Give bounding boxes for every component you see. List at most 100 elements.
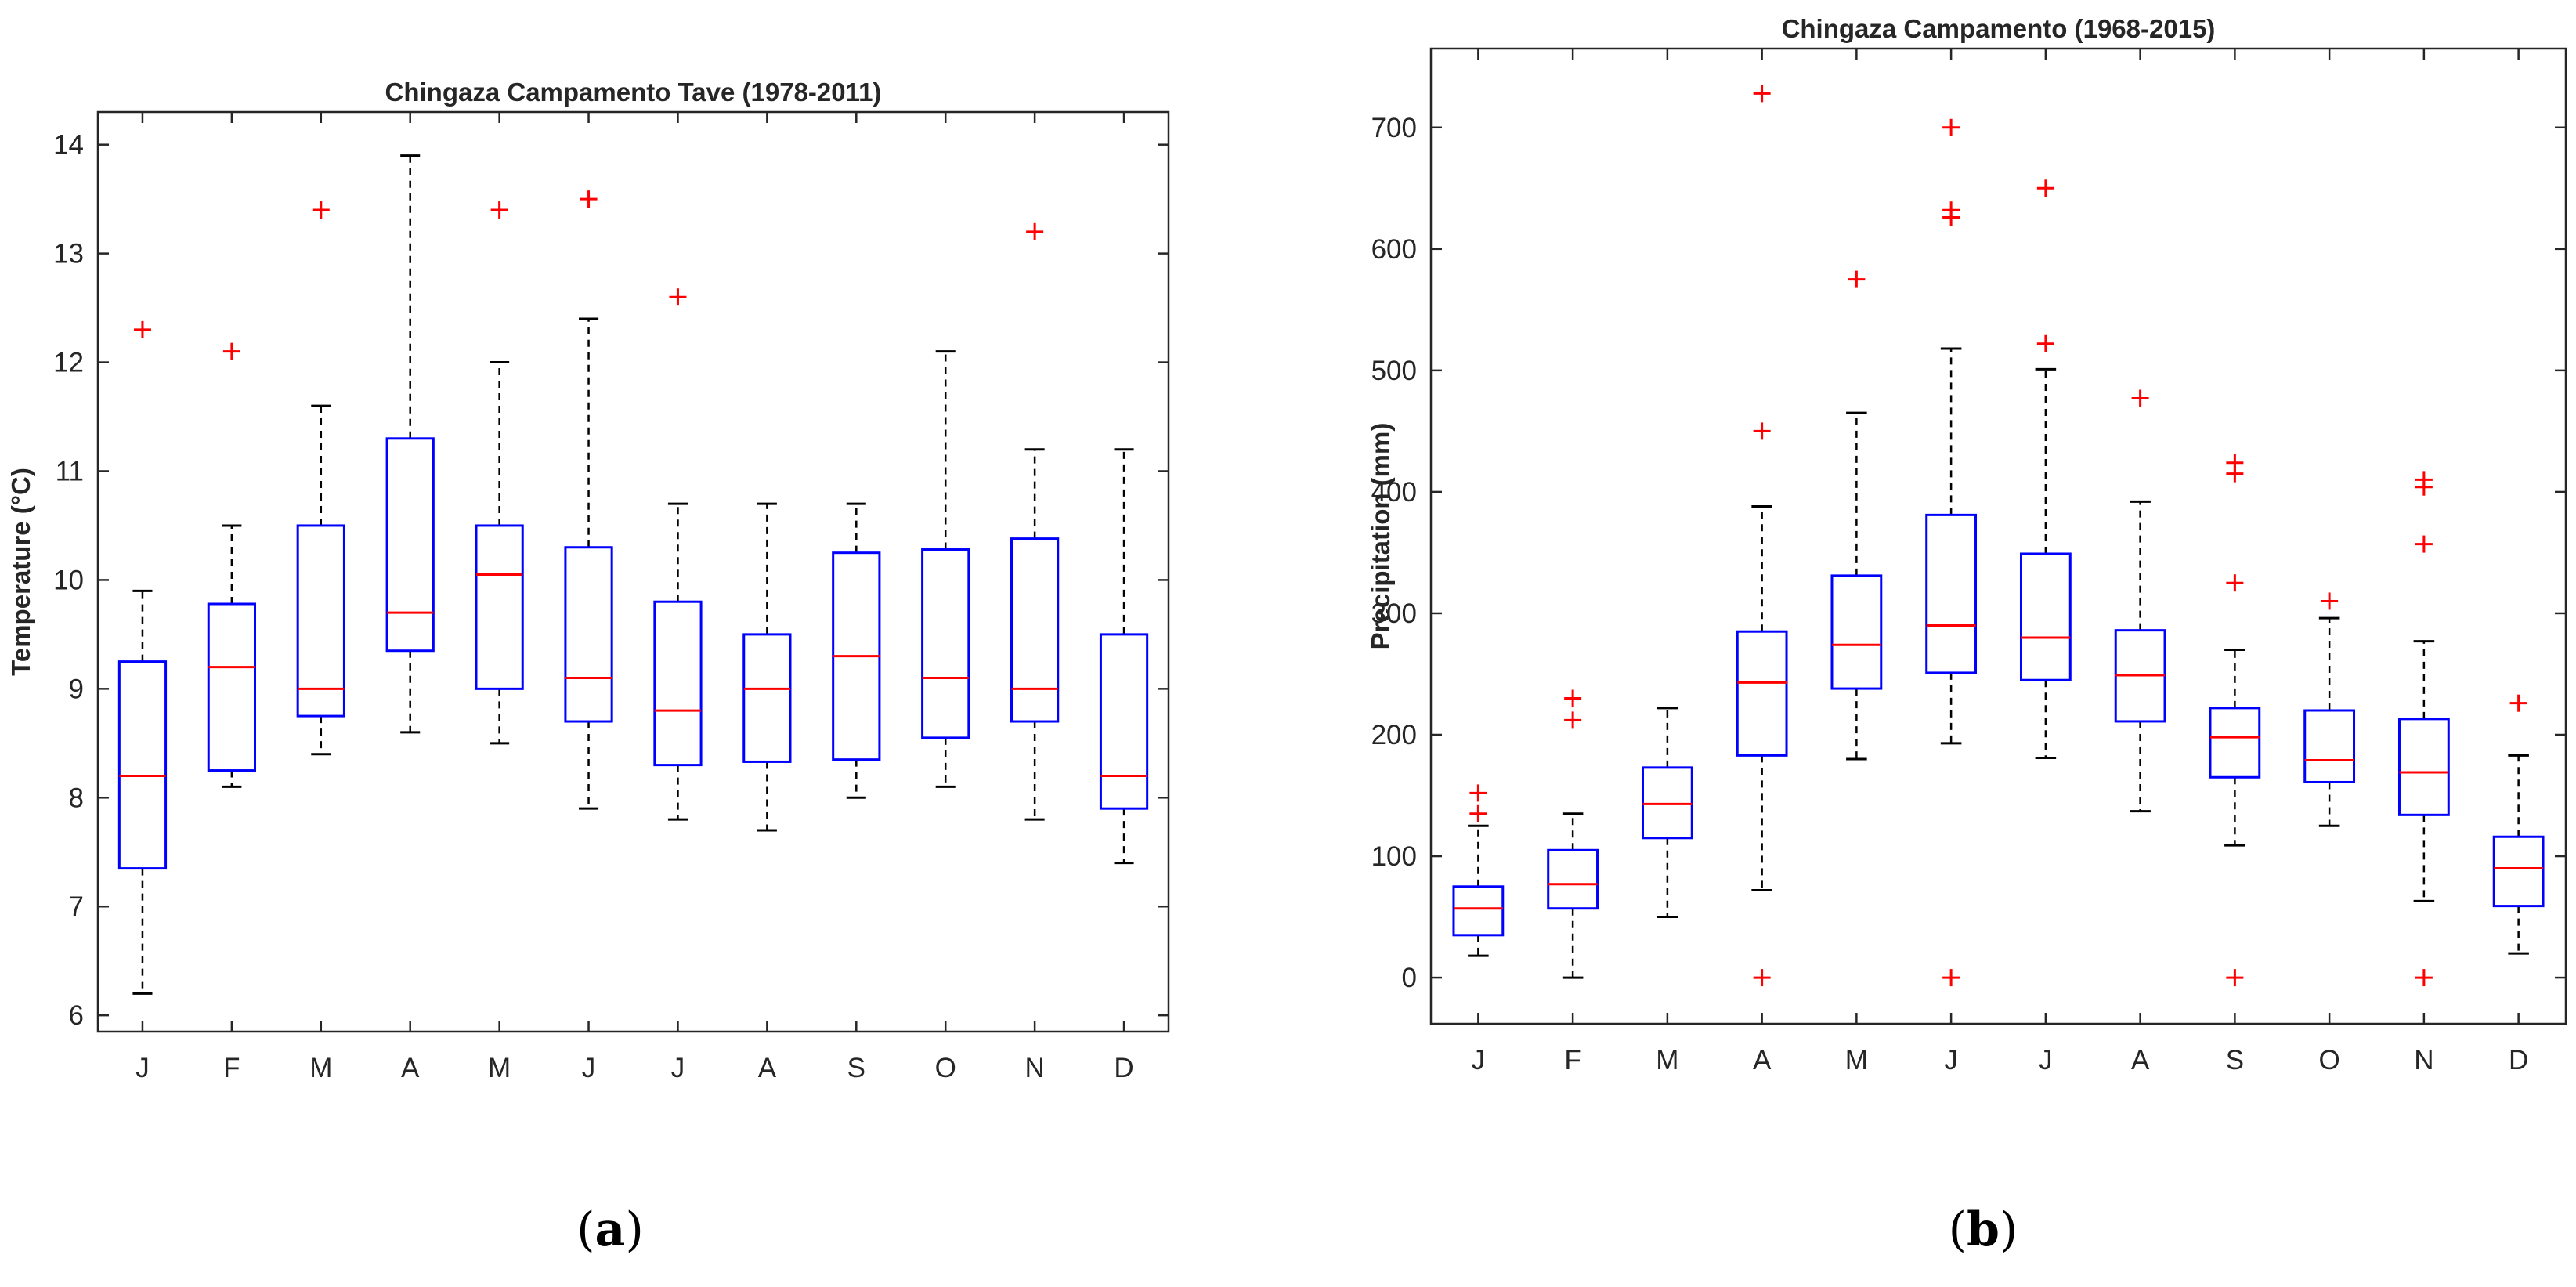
iqr-box — [1925, 513, 1978, 674]
x-tick-label: A — [2131, 1045, 2150, 1076]
y-tick-label: 700 — [1371, 113, 1417, 143]
x-tick-label: J — [671, 1053, 685, 1083]
x-tick-label: J — [2039, 1045, 2053, 1076]
outlier-marker — [2226, 454, 2244, 472]
x-tick-label: N — [2414, 1045, 2433, 1076]
x-tick-label: D — [1114, 1053, 1133, 1083]
chart-title: Chingaza Campamento Tave (1978-2011) — [385, 78, 882, 107]
box-J — [1925, 118, 1978, 987]
y-tick-label: 200 — [1371, 720, 1417, 750]
x-tick-label: M — [1845, 1045, 1868, 1076]
chart-title: Chingaza Campamento (1968-2015) — [1782, 14, 2216, 43]
outlier-marker — [2415, 535, 2433, 553]
outlier-marker — [1942, 118, 1960, 136]
iqr-box — [207, 602, 256, 772]
outlier-marker — [1942, 201, 1960, 219]
outlier-marker — [1564, 711, 1582, 729]
x-tick-label: J — [135, 1053, 150, 1083]
outlier-marker — [1469, 804, 1487, 822]
outlier-marker — [2321, 592, 2339, 610]
box-A — [1736, 85, 1788, 987]
y-tick-label: 300 — [1371, 598, 1417, 629]
y-tick-label: 0 — [1402, 963, 1417, 993]
panel-caption-b: (b) — [1948, 1202, 2018, 1257]
outlier-marker — [2226, 574, 2244, 592]
x-tick-label: A — [1753, 1045, 1772, 1076]
y-tick-label: 9 — [69, 674, 84, 704]
x-tick-label: F — [223, 1053, 240, 1083]
outlier-marker — [2036, 179, 2054, 197]
outlier-marker — [1564, 689, 1582, 707]
x-tick-label: J — [582, 1053, 596, 1083]
box-J — [653, 288, 703, 821]
outlier-marker — [2131, 389, 2149, 407]
y-tick-label: 13 — [53, 239, 84, 269]
outlier-marker — [1026, 222, 1044, 240]
x-tick-label: O — [935, 1053, 956, 1083]
iqr-box — [475, 524, 524, 690]
iqr-box — [1010, 537, 1060, 723]
box-J — [2019, 179, 2072, 759]
box-J — [564, 190, 613, 810]
box-O — [2303, 592, 2356, 827]
outlier-marker — [490, 201, 508, 219]
box-M — [296, 201, 345, 756]
outlier-marker — [2415, 969, 2433, 987]
y-tick-label: 400 — [1371, 477, 1417, 508]
chart-panel-b: 0 100 200 300 400 500 600 700 J F M A M J J A S O N D Chinga… — [1366, 14, 2567, 1076]
iqr-box — [2209, 707, 2261, 779]
outlier-marker — [1848, 270, 1866, 288]
box-A — [2114, 389, 2166, 813]
y-tick-label: 500 — [1371, 356, 1417, 386]
iqr-box — [2303, 709, 2356, 783]
y-tick-label: 600 — [1371, 234, 1417, 265]
iqr-box — [1830, 574, 1883, 690]
x-tick-label: M — [488, 1053, 511, 1083]
x-tick-label: J — [1944, 1045, 1958, 1076]
y-tick-label: 11 — [56, 456, 84, 486]
outlier-marker — [2415, 471, 2433, 489]
y-tick-label: 7 — [69, 891, 84, 922]
y-tick-label: 12 — [53, 348, 84, 378]
iqr-box — [1099, 633, 1149, 810]
x-tick-label: J — [1472, 1045, 1486, 1076]
iqr-box — [2019, 552, 2072, 681]
box-D — [2492, 694, 2545, 955]
x-tick-label: D — [2509, 1045, 2528, 1076]
outlier-marker — [133, 320, 151, 338]
iqr-box — [1736, 630, 1788, 757]
iqr-box — [2397, 718, 2450, 816]
outlier-marker — [312, 201, 330, 219]
x-tick-label: M — [309, 1053, 332, 1083]
iqr-box — [742, 633, 792, 763]
y-tick-label: 10 — [53, 565, 84, 595]
box-S — [832, 502, 881, 799]
y-tick-label: 14 — [53, 130, 84, 161]
y-axis-label: Precipitation (mm) — [1366, 423, 1395, 650]
box-F — [207, 342, 256, 788]
panel-caption-a: (a) — [576, 1202, 644, 1257]
outlier-marker — [1942, 969, 1960, 987]
chart-panel-a: 6 7 8 9 10 11 12 13 14 J F M A M J J A S O N D Chingaza Campa… — [6, 78, 1170, 1083]
iqr-box — [1452, 885, 1505, 937]
iqr-box — [564, 546, 613, 723]
iqr-box — [296, 524, 345, 718]
iqr-box — [385, 437, 435, 653]
y-tick-label: 100 — [1371, 841, 1417, 872]
x-tick-label: N — [1024, 1053, 1044, 1083]
x-tick-label: A — [401, 1053, 420, 1083]
box-F — [1547, 689, 1599, 979]
box-M — [1641, 707, 1693, 919]
x-tick-label: M — [1656, 1045, 1678, 1076]
box-D — [1099, 448, 1149, 865]
box-N — [1010, 222, 1060, 821]
y-tick-label: 8 — [69, 783, 84, 813]
iqr-box — [2492, 835, 2545, 908]
box-M — [475, 201, 524, 745]
outlier-marker — [2509, 694, 2527, 712]
outlier-marker — [2226, 969, 2244, 987]
iqr-box — [1547, 848, 1599, 910]
iqr-box — [921, 548, 970, 739]
outlier-marker — [1753, 85, 1771, 103]
